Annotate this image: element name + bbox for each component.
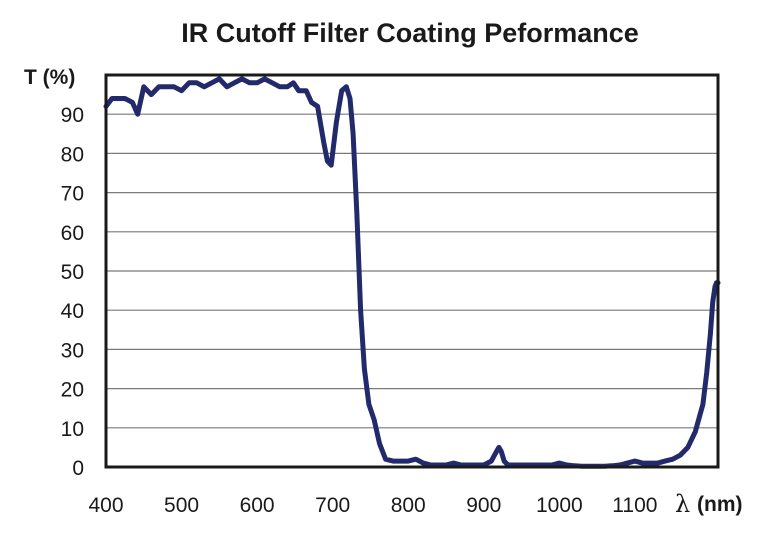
grid-lines xyxy=(106,113,718,429)
y-tick-label: 40 xyxy=(61,300,84,323)
x-tick-label: 900 xyxy=(466,494,501,517)
x-axis-unit-label: (nm) xyxy=(697,493,743,516)
y-tick-label: 80 xyxy=(61,143,84,166)
y-tick-label: 0 xyxy=(72,457,84,480)
y-tick-label: 90 xyxy=(61,104,84,127)
x-tick-label: 1100 xyxy=(612,494,657,517)
x-tick-label: 1000 xyxy=(536,494,583,517)
transmission-curve xyxy=(103,76,721,469)
plot-frame xyxy=(104,73,720,469)
y-tick-label: 50 xyxy=(61,261,84,284)
y-tick-label: 20 xyxy=(61,379,84,402)
x-axis-lambda-symbol: λ xyxy=(675,490,690,518)
x-tick-labels: 400 500 600 700 800 900 1000 1100 xyxy=(88,494,657,517)
chart-title: IR Cutoff Filter Coating Peformance xyxy=(181,18,639,48)
x-tick-label: 500 xyxy=(164,494,199,517)
y-tick-label: 30 xyxy=(61,339,84,362)
y-tick-label: 60 xyxy=(61,222,84,245)
y-tick-labels: 0 10 20 30 40 50 60 70 80 90 xyxy=(61,104,84,480)
x-tick-label: 600 xyxy=(240,494,275,517)
x-tick-label: 800 xyxy=(391,494,426,517)
y-axis-label: T (%) xyxy=(24,66,75,89)
x-tick-label: 700 xyxy=(315,494,350,517)
x-tick-label: 400 xyxy=(88,494,123,517)
y-tick-label: 10 xyxy=(61,418,84,441)
y-tick-label: 70 xyxy=(61,183,84,206)
